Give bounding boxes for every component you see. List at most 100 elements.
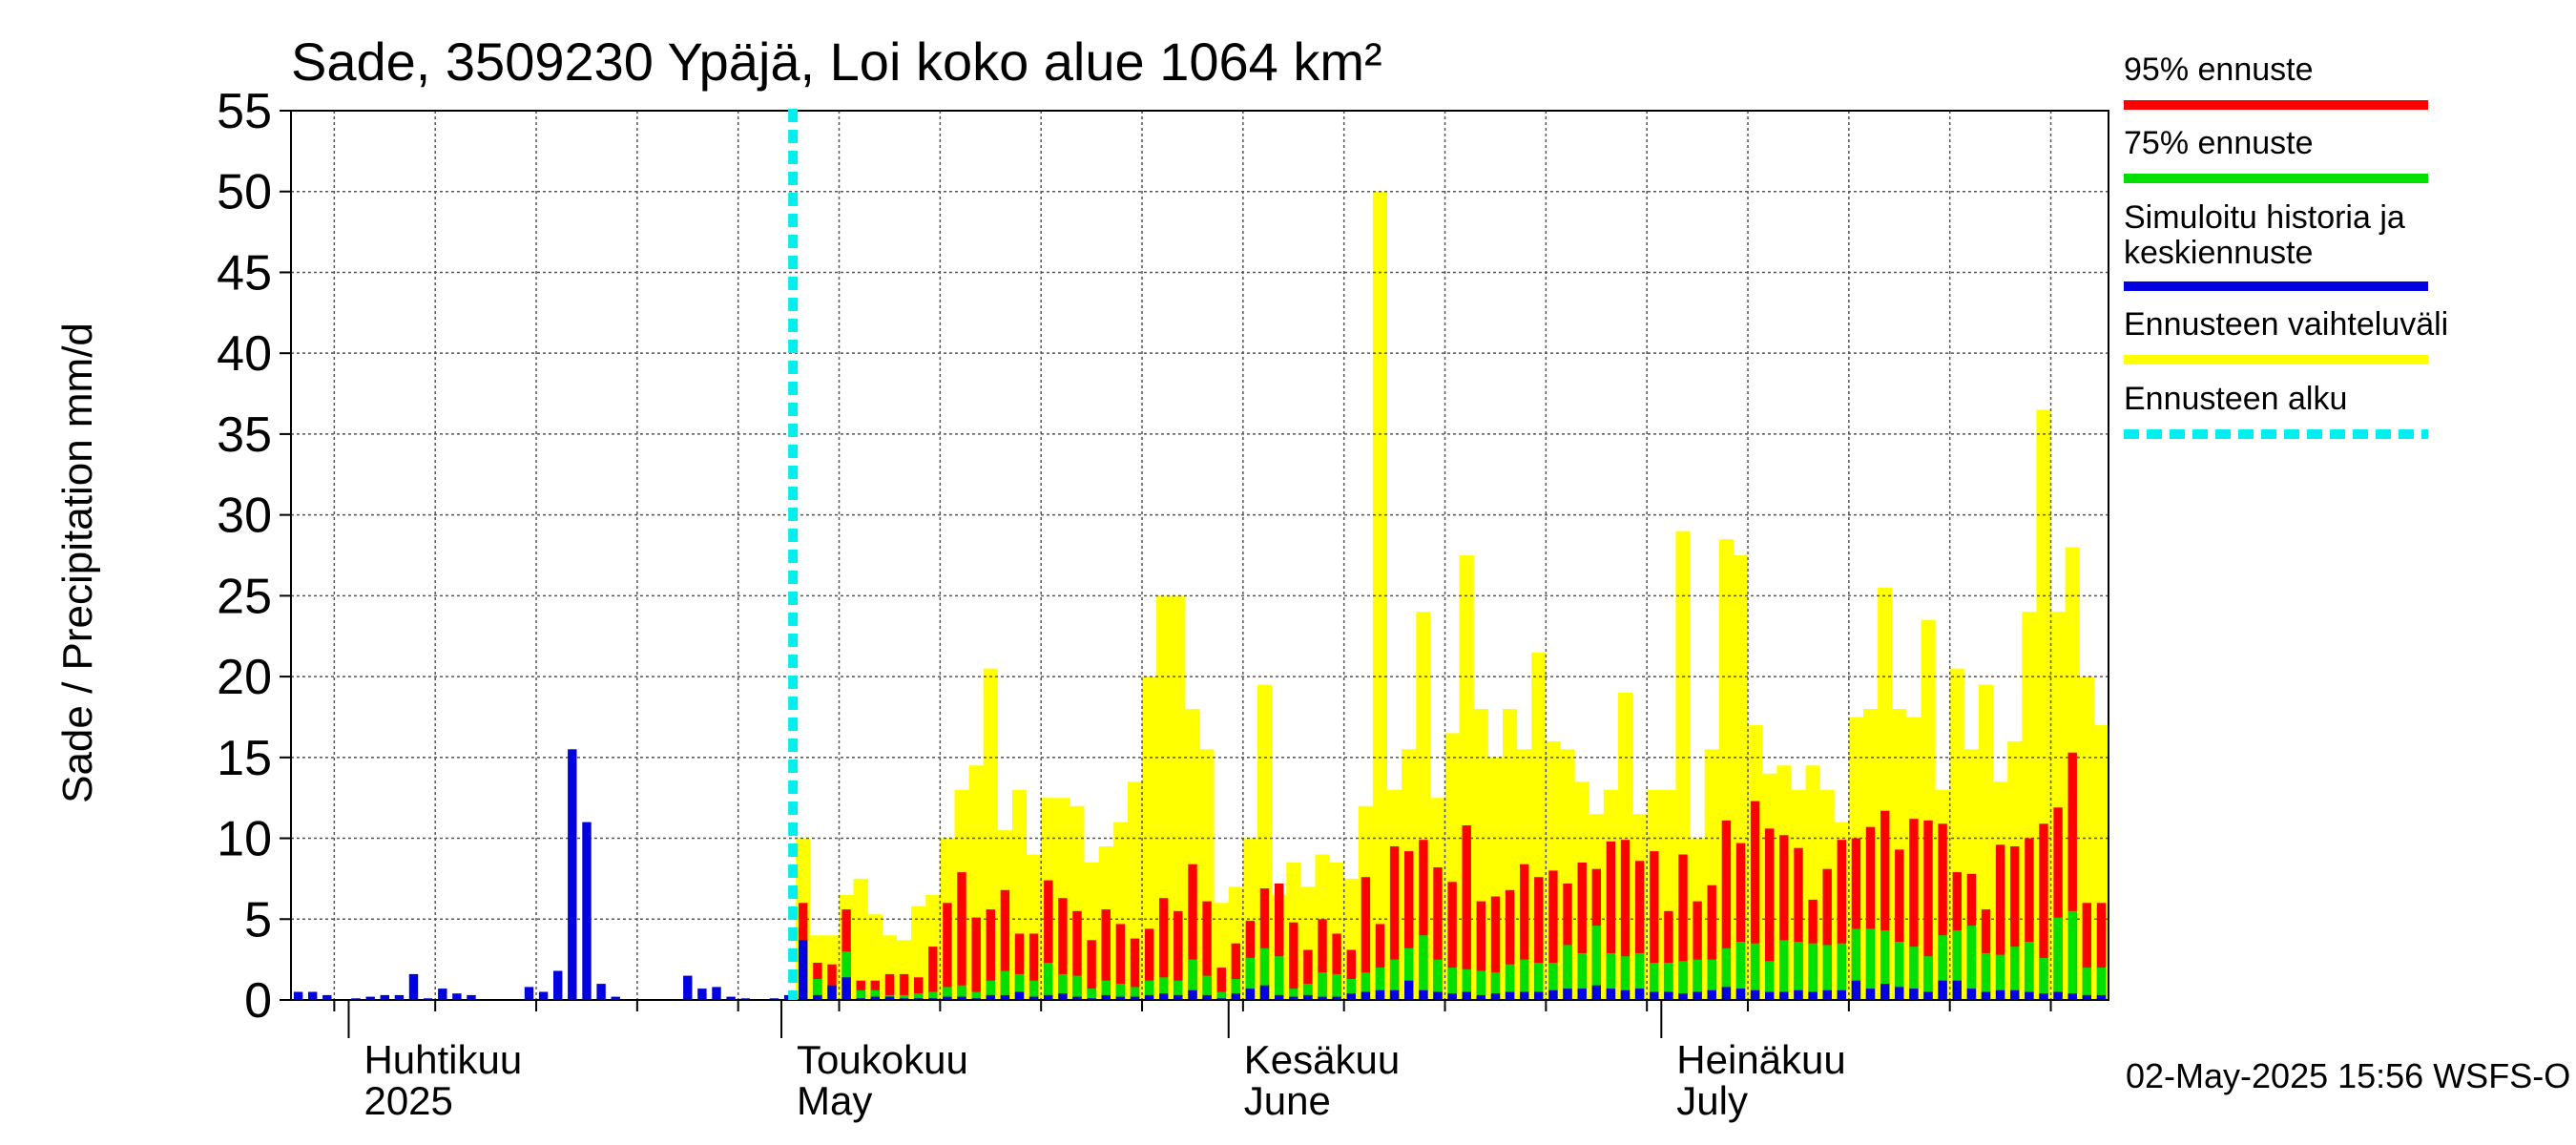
y-tick-label: 30 [217,489,272,544]
p75-bar [1620,956,1631,1000]
y-tick-label: 10 [217,812,272,867]
p75-bar [1072,975,1082,1000]
p95-bar [1462,825,1471,1000]
median-bar [1332,996,1341,1000]
forecast-range-area [796,191,2109,1000]
p95-bar [1837,840,1846,1000]
month-sublabel: 2025 [364,1078,452,1123]
median-bar [1664,991,1673,1000]
median-bar [1346,993,1356,1000]
p95-bar [1490,896,1501,1000]
median-bar [1707,989,1716,1000]
p95-bar [1000,889,1010,1000]
legend-swatch-p75 [2124,174,2428,183]
history-bar [322,994,332,1000]
median-bar [1678,993,1688,1000]
p75-bar [856,989,865,1000]
p75-bar [1534,963,1544,1000]
median-bar [1548,989,1558,1000]
grid-layer [291,111,2109,1000]
median-bar [1144,994,1154,1000]
y-tick-label: 20 [217,650,272,705]
p75-bar [1765,961,1775,1000]
y-tick-label: 15 [217,731,272,786]
p75-bar [971,991,981,1000]
p75-bar [1966,926,1977,1000]
median-bar [1981,991,1991,1000]
p95-bar [1174,910,1183,1000]
p75-bar [1044,963,1053,1000]
median-bar [841,977,851,1000]
y-tick-label: 55 [217,84,272,139]
p75-bar [928,991,938,1000]
p75-bar [1505,964,1515,1000]
axis-layer: 0510152025303540455055Huhtikuu2025Toukok… [217,84,2109,1123]
median-bar [1476,994,1485,1000]
month-label: Heinäkuu [1676,1037,1845,1082]
p95-bar [1318,919,1327,1000]
p95-bar [1375,924,1385,1000]
p95-bar [1202,901,1212,1000]
median-bar [2025,991,2034,1000]
p95-bar [1332,933,1341,1000]
p95-bar [1794,847,1803,1000]
p75-bar [1895,942,1904,1000]
p75-bar [1735,942,1746,1000]
history-bar [712,987,721,1000]
history-bar [365,996,375,1000]
p95-bar [1534,877,1544,1000]
p95-bar [1476,901,1485,1000]
p95-bar [1028,933,1039,1000]
history-bar [726,996,736,1000]
p75-bar [1490,972,1501,1000]
p75-bar [1794,942,1803,1000]
history-bar [611,996,620,1000]
history-bar [452,993,462,1000]
p95-bar [1275,884,1284,1000]
legend-swatch-p95 [2124,100,2428,110]
p95-bar [1014,933,1025,1000]
median-bar [827,985,837,1000]
p75-bar [1188,959,1197,1000]
chart-title: Sade, 3509230 Ypäjä, Loi koko alue 1064 … [291,31,1382,92]
p75-bar [1909,947,1919,1000]
median-bar [1822,989,1832,1000]
p95-bar [1895,849,1904,1000]
p95-bar [1389,846,1400,1000]
p75-bar [1318,972,1327,1000]
p75-bar [1361,972,1371,1000]
p75-bar [1563,945,1572,1000]
p75-bar [1058,973,1068,1000]
p75-bar [1476,970,1485,1000]
p95-bar [827,964,837,1000]
median-bar [1101,994,1111,1000]
median-bar [1808,991,1818,1000]
history-bar [524,987,534,1000]
median-bar [1072,996,1082,1000]
p75-bar [1808,943,1818,1000]
p75-bar [1014,973,1025,1000]
p95-bar [1822,868,1832,1000]
median-bar [1837,989,1846,1000]
legend-item-range: Ennusteen vaihteluväli [2124,307,2486,364]
p95-bar [1101,909,1111,1000]
p75-bar [1548,963,1558,1000]
p75-bar [1419,935,1428,1000]
p95-bar [1433,867,1443,1000]
p75-bar [1115,984,1126,1000]
p95-bar [1923,820,1933,1000]
history-bar [467,994,476,1000]
p75-bar [1650,963,1659,1000]
history-bar [394,994,405,1000]
p95-bar [1188,864,1197,1000]
p95-bar [1289,922,1298,1000]
median-bar [1938,980,1947,1000]
p95-bar [2039,823,2048,1000]
p75-bar [1389,959,1400,1000]
p95-bar [1779,835,1789,1000]
p95-bar [971,917,981,1000]
p75-bar [1259,947,1270,1000]
p75-bar [1289,989,1298,1000]
p95-bar [1419,840,1428,1000]
median-bar [1231,993,1240,1000]
